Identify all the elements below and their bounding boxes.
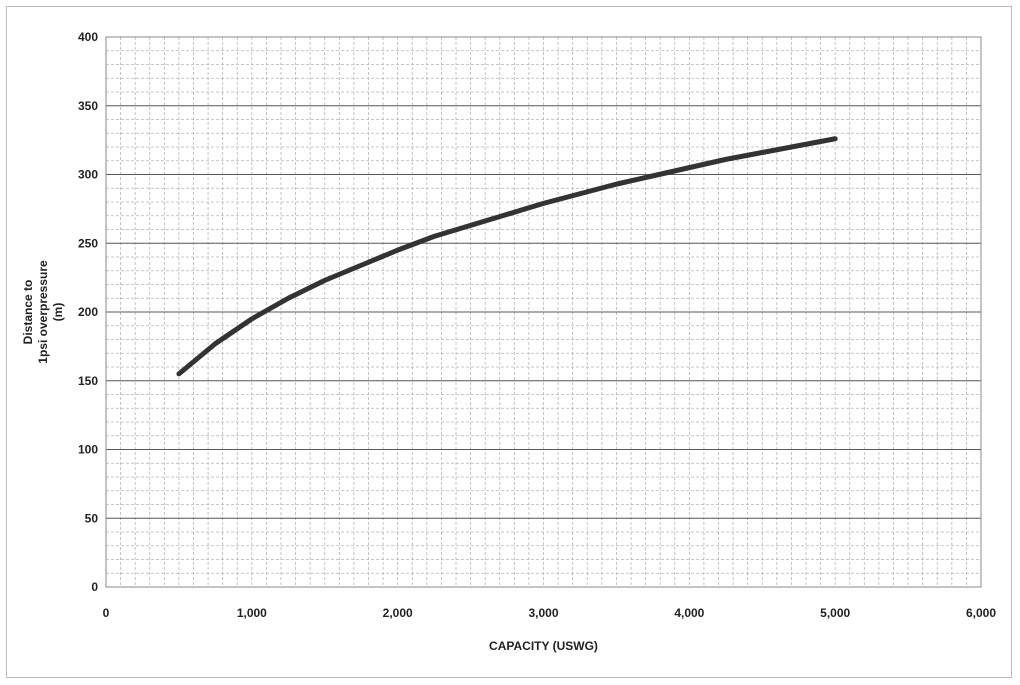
- y-axis-ticks: 0 50 100 150 200 250 300 350 400: [78, 30, 98, 594]
- y-axis-title-line: (m): [51, 303, 65, 322]
- x-tick-label: 2,000: [383, 606, 413, 620]
- series-line: [176, 136, 838, 377]
- x-axis-ticks: 0 1,000 2,000 3,000 4,000 5,000 6,000: [103, 606, 997, 620]
- x-tick-label: 1,000: [237, 606, 267, 620]
- x-tick-label: 4,000: [674, 606, 704, 620]
- x-axis-title: CAPACITY (USWG): [489, 639, 598, 653]
- x-tick-label: 6,000: [966, 606, 996, 620]
- x-tick-label: 5,000: [820, 606, 850, 620]
- y-tick-label: 50: [85, 511, 99, 525]
- y-tick-label: 0: [91, 580, 98, 594]
- y-axis-title: Distance to1psi overpressure(m): [21, 260, 65, 364]
- plot-border: [105, 36, 982, 588]
- y-tick-label: 200: [78, 305, 98, 319]
- y-tick-label: 250: [78, 236, 98, 250]
- x-tick-label: 0: [103, 606, 110, 620]
- y-tick-label: 300: [78, 168, 98, 182]
- x-tick-label: 3,000: [528, 606, 558, 620]
- chart-frame: 0 50 100 150 200 250 300 350 400 0 1,000 2,000 3,00…: [6, 6, 1012, 678]
- y-axis-title-line: Distance to: [21, 280, 35, 345]
- y-tick-label: 100: [78, 443, 98, 457]
- y-tick-label: 150: [78, 374, 98, 388]
- chart: 0 50 100 150 200 250 300 350 400 0 1,000 2,000 3,00…: [21, 30, 997, 653]
- y-axis-title-line: 1psi overpressure: [36, 260, 50, 364]
- y-tick-label: 400: [78, 30, 98, 44]
- series-layer: [176, 136, 838, 377]
- y-tick-label: 350: [78, 99, 98, 113]
